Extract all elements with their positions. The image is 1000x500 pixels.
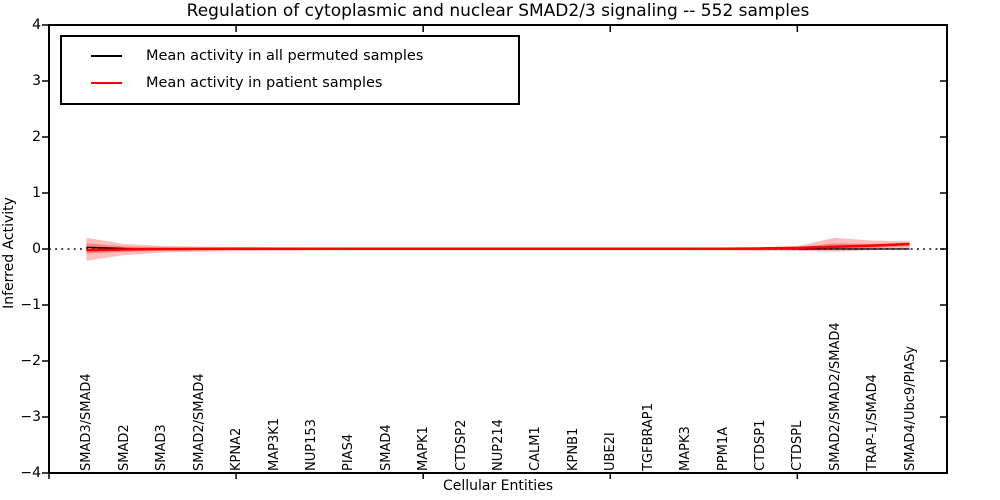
x-category-label: SMAD3/SMAD4: [79, 373, 95, 471]
x-category-label: PIAS4: [341, 433, 357, 471]
x-category-label: SMAD4/Ubc9/PIASy: [902, 345, 918, 471]
patient-mean-line: [86, 242, 910, 252]
x-category-label: MAPK1: [416, 426, 432, 471]
x-category-label: MAPK3: [678, 426, 694, 471]
x-axis-label: Cellular Entities: [442, 478, 554, 494]
y-tick-label: −1: [20, 297, 41, 313]
x-category-label: SMAD4: [378, 424, 394, 471]
legend-item-permuted: Mean activity in all permuted samples: [74, 42, 518, 69]
x-category-label: MAP3K1: [266, 417, 282, 471]
x-category-label: NUP214: [491, 419, 506, 471]
x-category-label: CTDSPL: [790, 420, 806, 471]
x-category-label: SMAD2/SMAD4: [191, 373, 207, 471]
x-category-label: KPNB1: [565, 427, 581, 471]
x-category-label: CTDSP2: [453, 419, 469, 471]
x-category-label: SMAD2: [116, 424, 132, 471]
y-tick-label: −2: [20, 353, 41, 369]
y-tick-label: −3: [20, 409, 41, 425]
legend-item-patient: Mean activity in patient samples: [74, 69, 518, 96]
y-tick-label: 2: [32, 129, 41, 145]
x-category-label: SMAD3: [154, 424, 170, 471]
x-category-label: KPNA2: [229, 427, 245, 471]
x-category-label: CTDSP1: [752, 419, 768, 471]
black-line-sample-icon: [91, 54, 122, 57]
x-category-label: NUP153: [303, 419, 319, 471]
y-tick-label: −4: [20, 465, 41, 481]
y-tick-label: 4: [32, 17, 41, 33]
x-category-label: TGFBRAP1: [640, 403, 656, 471]
y-tick-label: 3: [32, 73, 41, 89]
x-category-label: PPM1A: [715, 426, 731, 471]
y-tick-label: 0: [32, 241, 41, 257]
y-tick-label: 1: [32, 185, 41, 201]
chart-title: Regulation of cytoplasmic and nuclear SM…: [186, 1, 810, 21]
x-category-label: TRAP-1/SMAD4: [865, 374, 881, 471]
x-category-label: UBE2I: [603, 432, 619, 471]
red-line-sample-icon: [91, 81, 122, 84]
x-category-label: SMAD2/SMAD2/SMAD4: [827, 322, 843, 471]
legend-item-label: Mean activity in patient samples: [146, 74, 383, 91]
legend-item-label: Mean activity in all permuted samples: [146, 47, 424, 64]
legend: Mean activity in all permuted samples Me…: [60, 35, 520, 105]
x-category-label: CALM1: [528, 426, 544, 471]
